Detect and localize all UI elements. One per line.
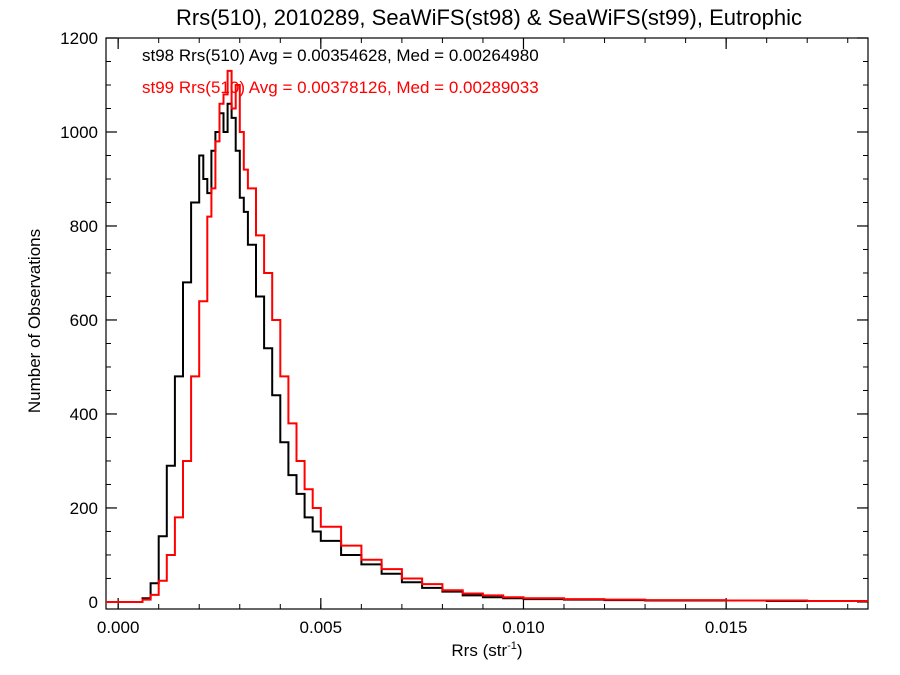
y-tick-label: 0 bbox=[89, 593, 98, 612]
y-tick-label: 600 bbox=[70, 311, 98, 330]
y-tick-label: 400 bbox=[70, 405, 98, 424]
x-axis-label-main: Rrs (str bbox=[451, 641, 507, 660]
plot-border bbox=[105, 37, 869, 610]
x-axis-label-end: ) bbox=[517, 641, 523, 660]
x-tick-label: 0.005 bbox=[300, 618, 343, 637]
plot-frame bbox=[105, 37, 869, 610]
y-tick-label: 800 bbox=[70, 217, 98, 236]
x-tick-label: 0.000 bbox=[97, 618, 140, 637]
axis-tick-labels: 0.000 0.005 0.010 0.015 0 200 400 600 800 1000 120… bbox=[60, 29, 747, 637]
legend-entry-st98: st98 Rrs(510) Avg = 0.00354628, Med = 0.… bbox=[142, 46, 539, 65]
y-axis-label: Number of Observations bbox=[25, 229, 44, 413]
x-axis-label: Rrs (str-1) bbox=[451, 640, 522, 660]
series-group bbox=[106, 69, 868, 603]
series-line-st99 bbox=[106, 69, 868, 603]
axis-ticks bbox=[106, 37, 868, 609]
y-tick-label: 200 bbox=[70, 499, 98, 518]
x-axis-label-superscript: -1 bbox=[507, 640, 517, 652]
series-line-st98 bbox=[106, 102, 868, 603]
x-tick-label: 0.015 bbox=[705, 618, 748, 637]
legend-entry-st99: st99 Rrs(510) Avg = 0.00378126, Med = 0.… bbox=[142, 78, 539, 97]
chart-title: Rrs(510), 2010289, SeaWiFS(st98) & SeaWi… bbox=[176, 5, 802, 30]
y-tick-label: 1000 bbox=[60, 123, 98, 142]
y-tick-label: 1200 bbox=[60, 29, 98, 48]
x-tick-label: 0.010 bbox=[502, 618, 545, 637]
